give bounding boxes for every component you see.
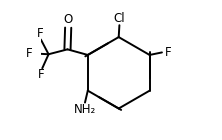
Text: O: O <box>63 13 73 26</box>
Text: F: F <box>37 27 44 40</box>
Text: NH₂: NH₂ <box>74 103 96 116</box>
Text: F: F <box>26 47 32 60</box>
Text: F: F <box>38 68 45 81</box>
Text: F: F <box>165 46 172 59</box>
Text: Cl: Cl <box>114 12 125 25</box>
